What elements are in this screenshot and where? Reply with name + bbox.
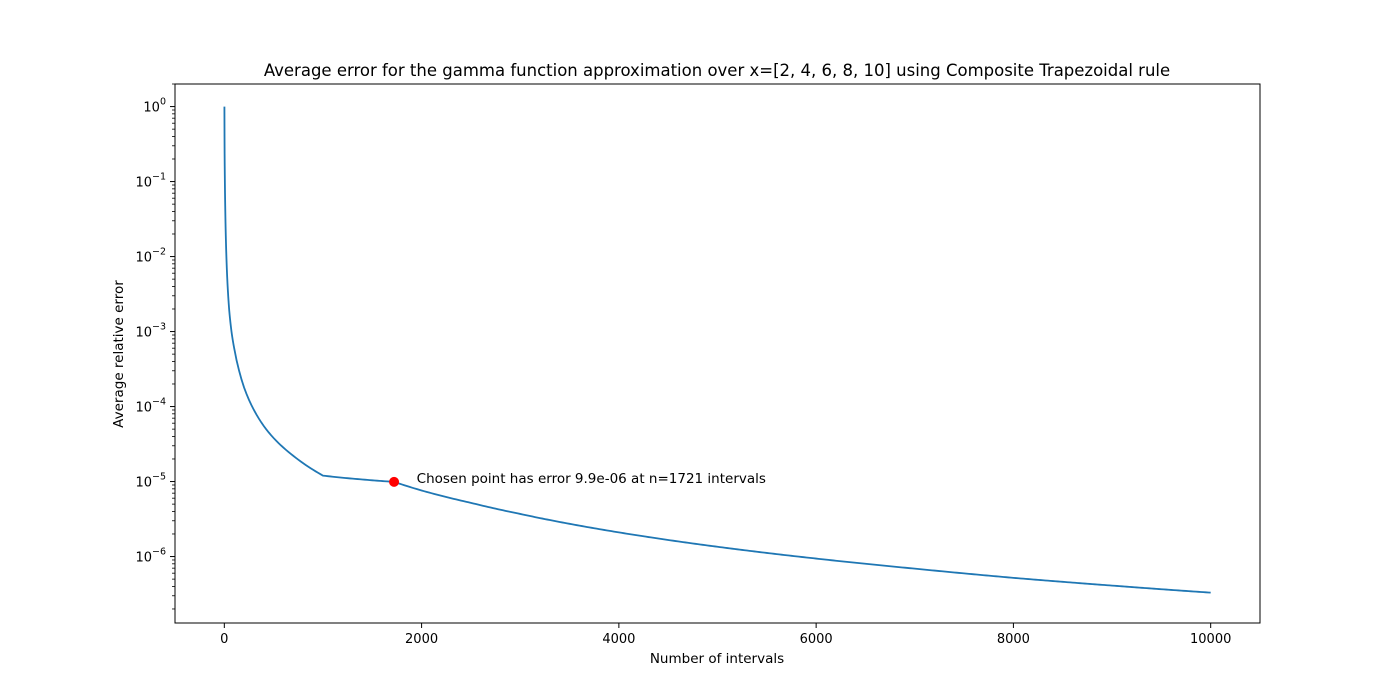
x-tick-label: 0 <box>220 632 228 647</box>
y-tick-label: 10−4 <box>135 397 166 416</box>
y-tick-label: 100 <box>143 97 166 116</box>
x-tick-label: 6000 <box>800 632 833 647</box>
error-series-line <box>223 106 1211 594</box>
chosen-point-annotation: Chosen point has error 9.9e-06 at n=1721… <box>417 471 766 487</box>
y-tick-exponent: −1 <box>152 172 166 183</box>
x-tick-label: 2000 <box>405 632 438 647</box>
x-tick-label: 10000 <box>1190 632 1231 647</box>
y-tick-base: 10 <box>135 326 152 341</box>
y-tick-label: 10−6 <box>135 547 166 566</box>
chosen-point-marker <box>389 476 400 487</box>
y-tick-label: 10−1 <box>135 172 166 191</box>
y-tick-base: 10 <box>135 551 152 566</box>
x-axis: 0 2000 4000 6000 8000 10000 <box>220 623 1231 647</box>
x-tick-label: 4000 <box>602 632 635 647</box>
y-tick-exponent: −2 <box>152 247 166 258</box>
y-tick-label: 10−2 <box>135 247 166 266</box>
y-tick-exponent: −6 <box>152 547 166 558</box>
y-tick-label: 10−3 <box>135 322 166 341</box>
plot-area <box>174 83 1261 624</box>
y-tick-base: 10 <box>143 101 160 116</box>
x-axis-label: Number of intervals <box>650 651 784 667</box>
chart-title: Average error for the gamma function app… <box>264 61 1170 80</box>
y-tick-label: 10−5 <box>135 472 166 491</box>
y-tick-base: 10 <box>135 176 152 191</box>
y-tick-exponent: −3 <box>152 322 166 333</box>
y-tick-exponent: 0 <box>160 97 166 108</box>
y-tick-base: 10 <box>135 251 152 266</box>
y-tick-base: 10 <box>135 401 152 416</box>
x-tick-label: 8000 <box>997 632 1030 647</box>
y-tick-exponent: −5 <box>152 472 166 483</box>
y-tick-exponent: −4 <box>152 397 166 408</box>
y-axis-label: Average relative error <box>111 280 127 428</box>
y-tick-base: 10 <box>135 476 152 491</box>
